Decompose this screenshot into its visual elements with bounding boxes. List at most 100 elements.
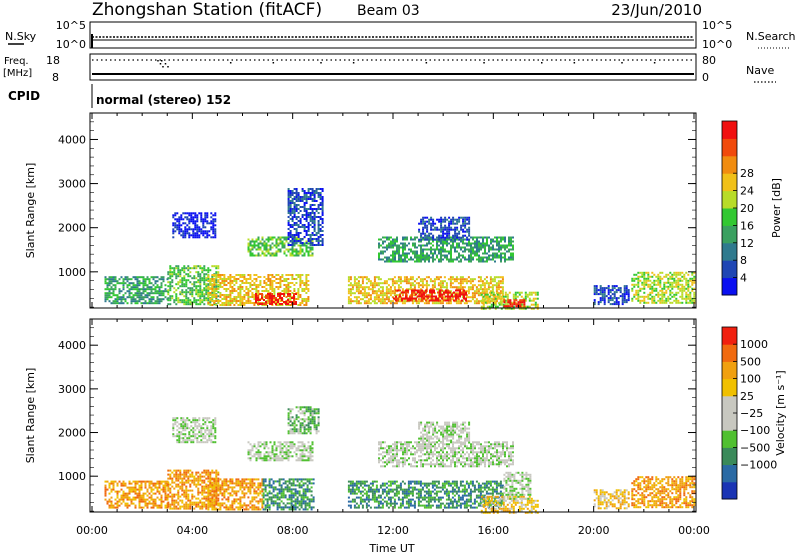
range-gate-cell <box>508 240 510 243</box>
range-gate-cell <box>481 298 484 301</box>
range-gate-cell <box>475 286 478 289</box>
range-gate-cell <box>283 246 286 249</box>
range-gate-cell <box>177 287 180 290</box>
range-gate-cell <box>500 240 502 243</box>
range-gate-cell <box>430 250 432 253</box>
range-gate-cell <box>134 484 137 487</box>
range-gate-cell <box>132 286 135 289</box>
range-gate-cell <box>183 279 186 282</box>
range-gate-cell <box>677 271 680 274</box>
range-gate-cell <box>462 240 464 243</box>
range-gate-cell <box>381 282 384 285</box>
range-gate-cell <box>681 283 684 286</box>
range-gate-cell <box>452 258 454 261</box>
range-gate-cell <box>209 473 212 476</box>
range-gate-cell <box>490 240 492 243</box>
range-gate-cell <box>225 290 228 292</box>
range-gate-cell <box>460 216 463 219</box>
range-gate-cell <box>237 274 240 276</box>
range-gate-cell <box>349 282 352 285</box>
range-gate-cell <box>197 279 200 282</box>
range-gate-cell <box>407 291 409 294</box>
range-gate-cell <box>287 200 290 202</box>
range-gate-cell <box>524 305 527 308</box>
range-gate-cell <box>177 489 180 492</box>
range-gate-cell <box>287 198 290 200</box>
range-gate-cell <box>197 289 200 292</box>
range-gate-cell <box>474 246 476 249</box>
range-gate-cell <box>184 232 187 235</box>
range-gate-cell <box>287 282 290 284</box>
range-gate-cell <box>221 282 224 284</box>
range-gate-cell <box>426 230 429 233</box>
range-gate-cell <box>136 294 139 297</box>
range-gate-cell <box>181 485 184 488</box>
range-gate-cell <box>396 260 398 263</box>
range-gate-cell <box>251 254 254 257</box>
range-gate-cell <box>512 246 514 249</box>
range-gate-cell <box>223 496 226 499</box>
range-gate-cell <box>472 258 474 261</box>
range-gate-cell <box>199 285 202 288</box>
range-gate-cell <box>126 296 129 299</box>
range-gate-cell <box>211 296 214 298</box>
range-gate-cell <box>303 242 306 245</box>
range-gate-cell <box>526 293 529 296</box>
range-gate-cell <box>428 260 430 263</box>
range-gate-cell <box>293 303 295 305</box>
range-gate-cell <box>379 294 382 297</box>
range-gate-cell <box>424 260 426 263</box>
range-gate-cell <box>357 290 360 293</box>
range-gate-cell <box>420 246 422 249</box>
range-gate-cell <box>353 276 356 279</box>
range-gate-cell <box>295 254 298 257</box>
range-gate-cell <box>454 246 456 249</box>
range-gate-cell <box>375 292 378 295</box>
range-gate-cell <box>655 275 658 278</box>
range-gate-cell <box>281 244 284 247</box>
range-gate-cell <box>679 289 682 292</box>
range-gate-cell <box>593 303 596 306</box>
range-gate-cell <box>432 238 435 241</box>
range-gate-cell <box>450 218 453 221</box>
range-gate-cell <box>470 256 472 259</box>
range-gate-cell <box>669 293 672 296</box>
range-gate-cell <box>416 258 418 261</box>
range-gate-cell <box>251 246 254 249</box>
range-gate-cell <box>134 276 137 279</box>
range-gate-cell <box>353 282 356 285</box>
range-gate-cell <box>651 297 654 300</box>
range-gate-cell <box>428 258 430 261</box>
range-gate-cell <box>421 297 423 300</box>
range-gate-cell <box>142 500 145 503</box>
range-gate-cell <box>279 284 282 286</box>
range-gate-cell <box>476 254 478 257</box>
range-gate-cell <box>467 292 470 295</box>
range-gate-cell <box>247 296 250 298</box>
range-gate-cell <box>691 277 694 280</box>
range-gate-cell <box>502 244 504 247</box>
range-gate-cell <box>285 292 288 294</box>
range-gate-cell <box>289 212 292 214</box>
range-gate-cell <box>267 238 270 241</box>
range-gate-cell <box>128 492 131 495</box>
range-gate-cell <box>205 507 208 510</box>
range-gate-cell <box>395 299 397 302</box>
range-gate-cell <box>305 248 308 251</box>
range-gate-cell <box>635 273 638 276</box>
colorbar-tick-label: 8 <box>740 254 747 267</box>
range-gate-cell <box>122 484 125 487</box>
range-gate-cell <box>613 301 616 304</box>
range-gate-cell <box>253 304 256 306</box>
colorbar-segment <box>722 138 737 157</box>
range-gate-cell <box>217 489 220 492</box>
range-gate-cell <box>691 287 694 290</box>
range-gate-cell <box>289 244 292 246</box>
range-gate-cell <box>257 284 260 286</box>
range-gate-cell <box>249 274 252 276</box>
range-gate-cell <box>465 296 468 299</box>
range-gate-cell <box>523 299 526 302</box>
range-gate-cell <box>479 276 482 279</box>
range-gate-cell <box>283 242 286 245</box>
range-gate-cell <box>281 293 283 295</box>
